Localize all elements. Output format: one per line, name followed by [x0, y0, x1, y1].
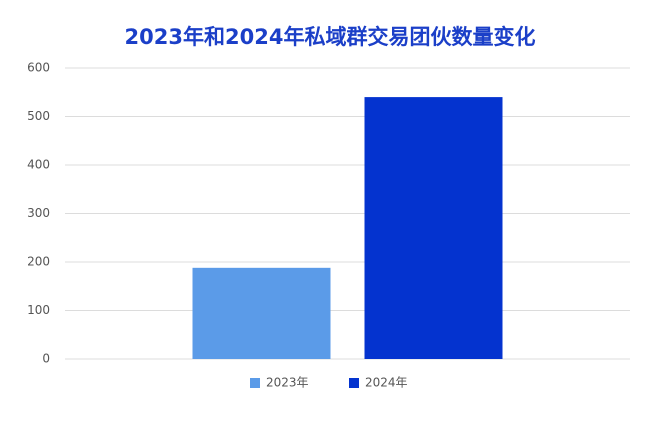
y-tick-label: 600	[27, 61, 50, 75]
legend-label: 2023年	[266, 376, 309, 390]
legend-label: 2024年	[365, 376, 408, 390]
legend-swatch	[250, 378, 260, 388]
chart-title: 2023年和2024年私域群交易团伙数量变化	[125, 25, 536, 49]
bar	[364, 97, 503, 359]
bar	[192, 267, 331, 359]
y-tick-label: 500	[27, 109, 50, 123]
y-tick-label: 400	[27, 158, 50, 172]
legend-swatch	[349, 378, 359, 388]
y-tick-label: 300	[27, 206, 50, 220]
y-tick-label: 100	[27, 303, 50, 317]
y-tick-label: 200	[27, 255, 50, 269]
y-tick-label: 0	[42, 352, 50, 366]
